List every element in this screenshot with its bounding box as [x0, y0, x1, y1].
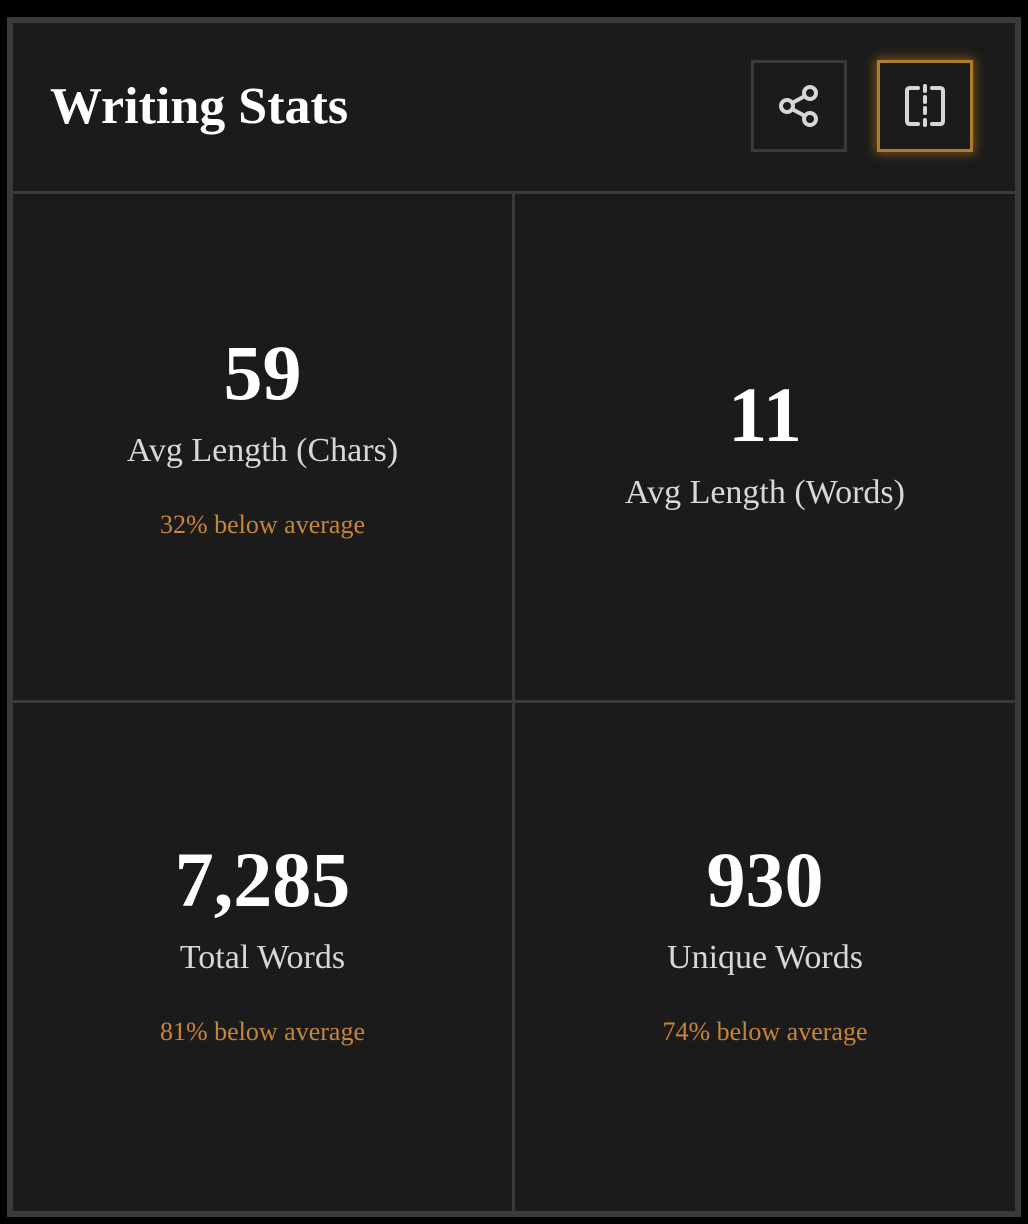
stat-label: Avg Length (Chars)	[126, 432, 399, 469]
share-icon	[779, 85, 818, 127]
split-view-button[interactable]	[877, 60, 973, 152]
stat-value: 59	[223, 329, 302, 416]
divider	[512, 194, 515, 700]
stat-label: Total Words	[179, 939, 346, 976]
divider	[515, 700, 1015, 703]
stat-card-unique-words: 930 Unique Words 74% below average	[515, 703, 1015, 1211]
divider	[512, 703, 515, 1211]
stat-comparison: 74% below average	[662, 1017, 868, 1046]
divider	[13, 700, 512, 703]
stat-comparison: 32% below average	[159, 510, 366, 539]
stat-value: 930	[706, 836, 824, 923]
divider	[512, 700, 515, 703]
writing-stats-panel: Writing Stats 59 Avg Length (Chars) 32% …	[7, 17, 1021, 1217]
stat-label: Unique Words	[667, 939, 863, 976]
panel-title: Writing Stats	[50, 78, 349, 135]
panel-header: Writing Stats	[13, 23, 1015, 194]
stats-grid: 59 Avg Length (Chars) 32% below average …	[13, 194, 1015, 1211]
stat-card-avg-chars: 59 Avg Length (Chars) 32% below average	[13, 194, 512, 700]
stat-comparison: 81% below average	[159, 1017, 366, 1046]
stat-card-avg-words: 11 Avg Length (Words)	[515, 194, 1015, 700]
share-button[interactable]	[751, 60, 847, 152]
stat-value: 11	[728, 371, 802, 458]
stat-value: 7,285	[174, 836, 351, 923]
stat-label: Avg Length (Words)	[625, 474, 905, 511]
split-view-icon	[905, 84, 945, 127]
stat-card-total-words: 7,285 Total Words 81% below average	[13, 703, 512, 1211]
